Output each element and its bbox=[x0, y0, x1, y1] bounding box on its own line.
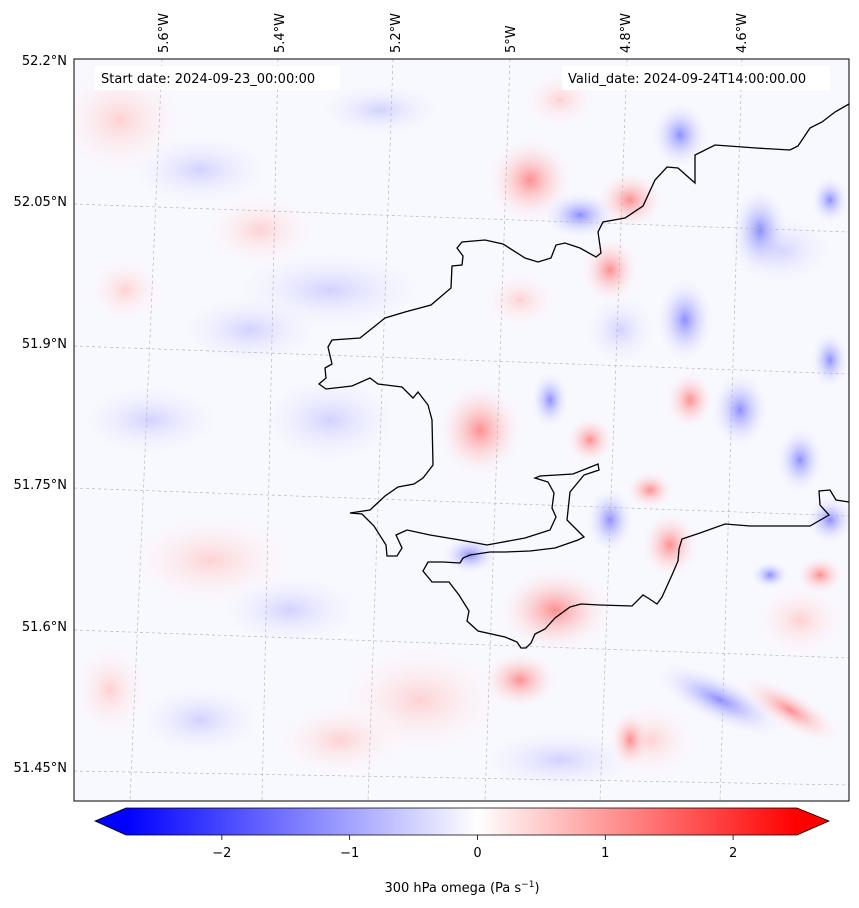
lon-tick-5w: 5°W bbox=[504, 25, 519, 53]
valid-date-box bbox=[562, 66, 830, 90]
colorbar: −2 −1 0 1 2 300 hPa omega (Pa s−1) bbox=[93, 807, 831, 896]
lon-tick-4-8w: 4.8°W bbox=[619, 13, 634, 53]
colorbar-tick-label: −1 bbox=[340, 846, 359, 861]
map-gridlines bbox=[74, 59, 849, 801]
colorbar-gradient bbox=[126, 808, 797, 835]
lon-tick-5-4w: 5.4°W bbox=[273, 13, 288, 53]
colorbar-outline bbox=[93, 807, 831, 836]
colorbar-extend-low bbox=[95, 808, 126, 835]
lat-tick-51-45n: 51.45°N bbox=[14, 761, 67, 776]
lat-tick-51-6n: 51.6°N bbox=[22, 620, 67, 635]
lon-tick-5-6w: 5.6°W bbox=[157, 13, 172, 53]
lat-tick-52-05n: 52.05°N bbox=[14, 195, 67, 210]
colorbar-tick-label: 0 bbox=[473, 846, 481, 861]
lat-tick-51-9n: 51.9°N bbox=[22, 337, 67, 352]
colorbar-tick-label: 1 bbox=[601, 846, 609, 861]
valid-date-label: Valid_date: 2024-09-24T14:00:00.00 bbox=[568, 72, 806, 87]
start-date-box bbox=[94, 66, 340, 90]
omega-field bbox=[74, 59, 849, 801]
start-date-label: Start date: 2024-09-23_00:00:00 bbox=[101, 72, 315, 87]
lon-tick-labels: 5.6°W 5.4°W 5.2°W 5°W 4.8°W 4.6°W bbox=[157, 13, 750, 53]
map-plot-area bbox=[73, 58, 850, 802]
colorbar-tick-label: −2 bbox=[212, 846, 231, 861]
colorbar-extend-high bbox=[797, 808, 829, 835]
lat-tick-labels: 52.2°N 52.05°N 51.9°N 51.75°N 51.6°N 51.… bbox=[14, 54, 67, 776]
coastline bbox=[317, 103, 849, 649]
colorbar-tick-label: 2 bbox=[729, 846, 737, 861]
lat-tick-51-75n: 51.75°N bbox=[14, 478, 67, 493]
lon-tick-5-2w: 5.2°W bbox=[389, 13, 404, 53]
lat-tick-52-2n: 52.2°N bbox=[22, 54, 67, 69]
map-frame bbox=[73, 58, 850, 802]
colorbar-ticks: −2 −1 0 1 2 bbox=[212, 835, 737, 861]
colorbar-label: 300 hPa omega (Pa s−1) bbox=[384, 880, 539, 896]
lon-tick-4-6w: 4.6°W bbox=[735, 13, 750, 53]
